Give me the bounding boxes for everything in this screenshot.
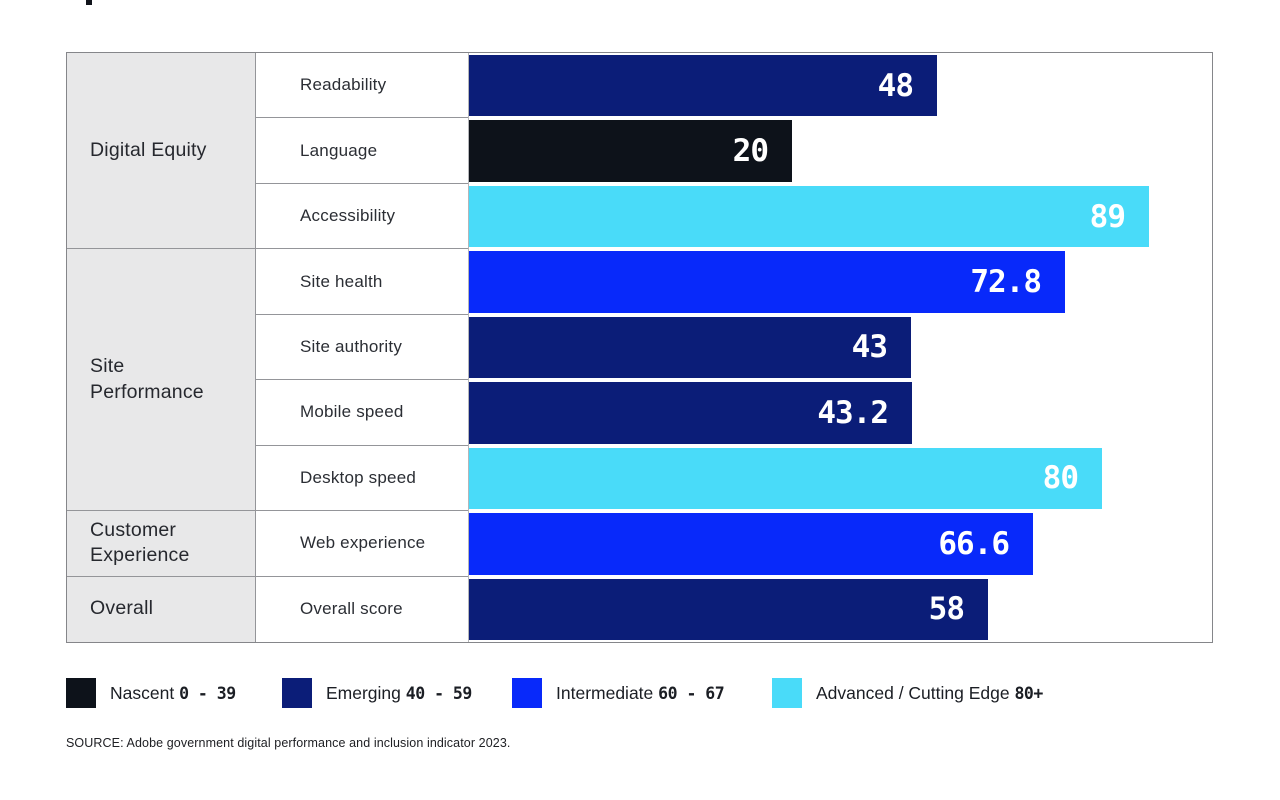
bar-value-label: 80 <box>1042 460 1079 497</box>
group-column: Digital Equity Site Performance Customer… <box>67 53 256 642</box>
metric-label: Site authority <box>300 336 403 356</box>
bar-row: 89 <box>469 184 1212 249</box>
group-cell: Digital Equity <box>67 53 256 250</box>
cropped-title-glyph-fragment <box>86 0 92 5</box>
bar-value-label: 43.2 <box>817 394 889 431</box>
legend-item: Emerging 40 - 59 <box>282 678 472 708</box>
metric-cell: Mobile speed <box>256 380 468 446</box>
score-bar: 72.8 <box>469 251 1065 313</box>
metric-label: Web experience <box>300 533 426 553</box>
legend-swatch <box>66 678 96 708</box>
bar-row: 66.6 <box>469 511 1212 576</box>
legend-label: Emerging 40 - 59 <box>326 682 472 703</box>
group-cell: Overall <box>67 576 256 642</box>
metric-label: Accessibility <box>300 206 396 226</box>
bar-value-label: 20 <box>732 133 769 170</box>
bar-value-label: 72.8 <box>970 264 1042 301</box>
bar-row: 72.8 <box>469 249 1212 314</box>
bar-value-label: 48 <box>877 67 914 104</box>
bar-value-label: 43 <box>851 329 888 366</box>
bar-value-label: 89 <box>1089 198 1126 235</box>
metric-column: Readability Language Accessibility Site … <box>256 53 469 642</box>
metric-cell: Language <box>256 118 468 184</box>
legend: Nascent 0 - 39 Emerging 40 - 59 Intermed… <box>66 678 1226 708</box>
score-bar: 66.6 <box>469 513 1033 575</box>
bar-value-label: 66.6 <box>938 525 1010 562</box>
score-bar: 20 <box>469 120 792 182</box>
metric-label: Site health <box>300 271 383 291</box>
legend-item: Nascent 0 - 39 <box>66 678 236 708</box>
score-bar: 89 <box>469 185 1149 248</box>
bar-row: 80 <box>469 446 1212 511</box>
metric-cell: Overall score <box>256 576 468 642</box>
score-table-chart: Digital Equity Site Performance Customer… <box>66 52 1213 643</box>
group-label: Customer Experience <box>90 518 190 567</box>
metric-cell: Desktop speed <box>256 445 468 512</box>
group-cell: Site Performance <box>67 249 256 512</box>
legend-label: Intermediate 60 - 67 <box>556 682 725 703</box>
legend-swatch <box>282 678 312 708</box>
score-bar: 48 <box>469 55 937 117</box>
group-cell: Customer Experience <box>67 511 256 577</box>
metric-cell: Accessibility <box>256 183 468 250</box>
bar-row: 20 <box>469 118 1212 183</box>
legend-item: Intermediate 60 - 67 <box>512 678 725 708</box>
bar-row: 43.2 <box>469 380 1212 445</box>
group-label: Site Performance <box>90 354 204 403</box>
metric-cell: Web experience <box>256 511 468 577</box>
legend-swatch <box>772 678 802 708</box>
metric-cell: Site authority <box>256 314 468 381</box>
bar-row: 58 <box>469 577 1212 642</box>
metric-cell: Readability <box>256 53 468 119</box>
metric-label: Mobile speed <box>300 402 404 422</box>
score-bar: 43 <box>469 316 911 379</box>
legend-label: Nascent 0 - 39 <box>110 682 236 703</box>
metric-label: Language <box>300 140 378 160</box>
legend-item: Advanced / Cutting Edge 80+ <box>772 678 1043 708</box>
legend-label: Advanced / Cutting Edge 80+ <box>816 682 1043 703</box>
source-note: SOURCE: Adobe government digital perform… <box>66 736 511 750</box>
group-label: Overall <box>90 597 154 620</box>
bar-value-label: 58 <box>928 591 965 628</box>
bar-row: 43 <box>469 315 1212 380</box>
metric-label: Desktop speed <box>300 467 417 487</box>
score-bar: 80 <box>469 447 1102 510</box>
score-bar: 43.2 <box>469 382 912 444</box>
metric-label: Overall score <box>300 599 403 619</box>
metric-label: Readability <box>300 75 387 95</box>
score-bar: 58 <box>469 578 988 640</box>
bars-area: 48 20 89 72.8 43 43.2 80 66.6 58 <box>469 53 1212 642</box>
metric-cell: Site health <box>256 249 468 315</box>
legend-swatch <box>512 678 542 708</box>
bar-row: 48 <box>469 53 1212 118</box>
group-label: Digital Equity <box>90 138 207 161</box>
